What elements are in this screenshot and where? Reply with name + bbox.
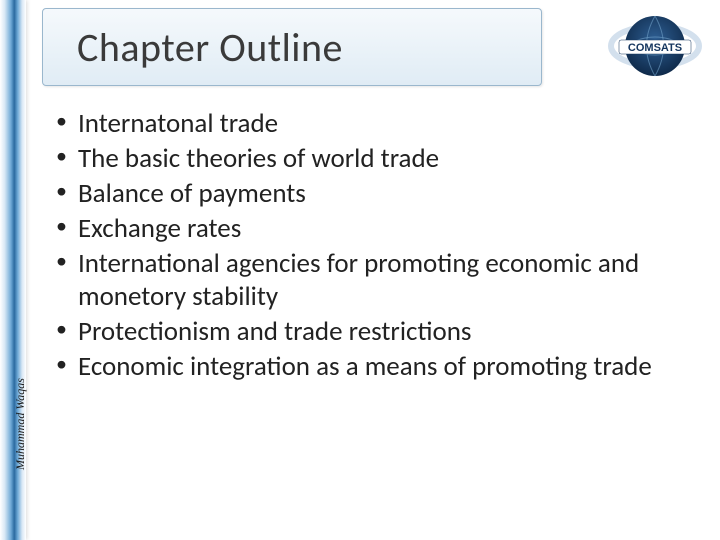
page-title: Chapter Outline — [77, 23, 343, 72]
list-item: Protectionism and trade restrictions — [48, 316, 688, 349]
author-label: Muhammad Waqas — [13, 378, 28, 470]
list-item: Economic integration as a means of promo… — [48, 351, 688, 384]
logo-label: COMSATS — [628, 42, 682, 54]
list-item: Balance of payments — [48, 178, 688, 211]
title-box: Chapter Outline — [42, 8, 542, 86]
list-item: International agencies for promoting eco… — [48, 248, 688, 314]
bullet-list: Internatonal trade The basic theories of… — [48, 108, 688, 386]
comsats-logo: COMSATS — [608, 10, 702, 82]
list-item: The basic theories of world trade — [48, 143, 688, 176]
list-item: Internatonal trade — [48, 108, 688, 141]
list-item: Exchange rates — [48, 213, 688, 246]
